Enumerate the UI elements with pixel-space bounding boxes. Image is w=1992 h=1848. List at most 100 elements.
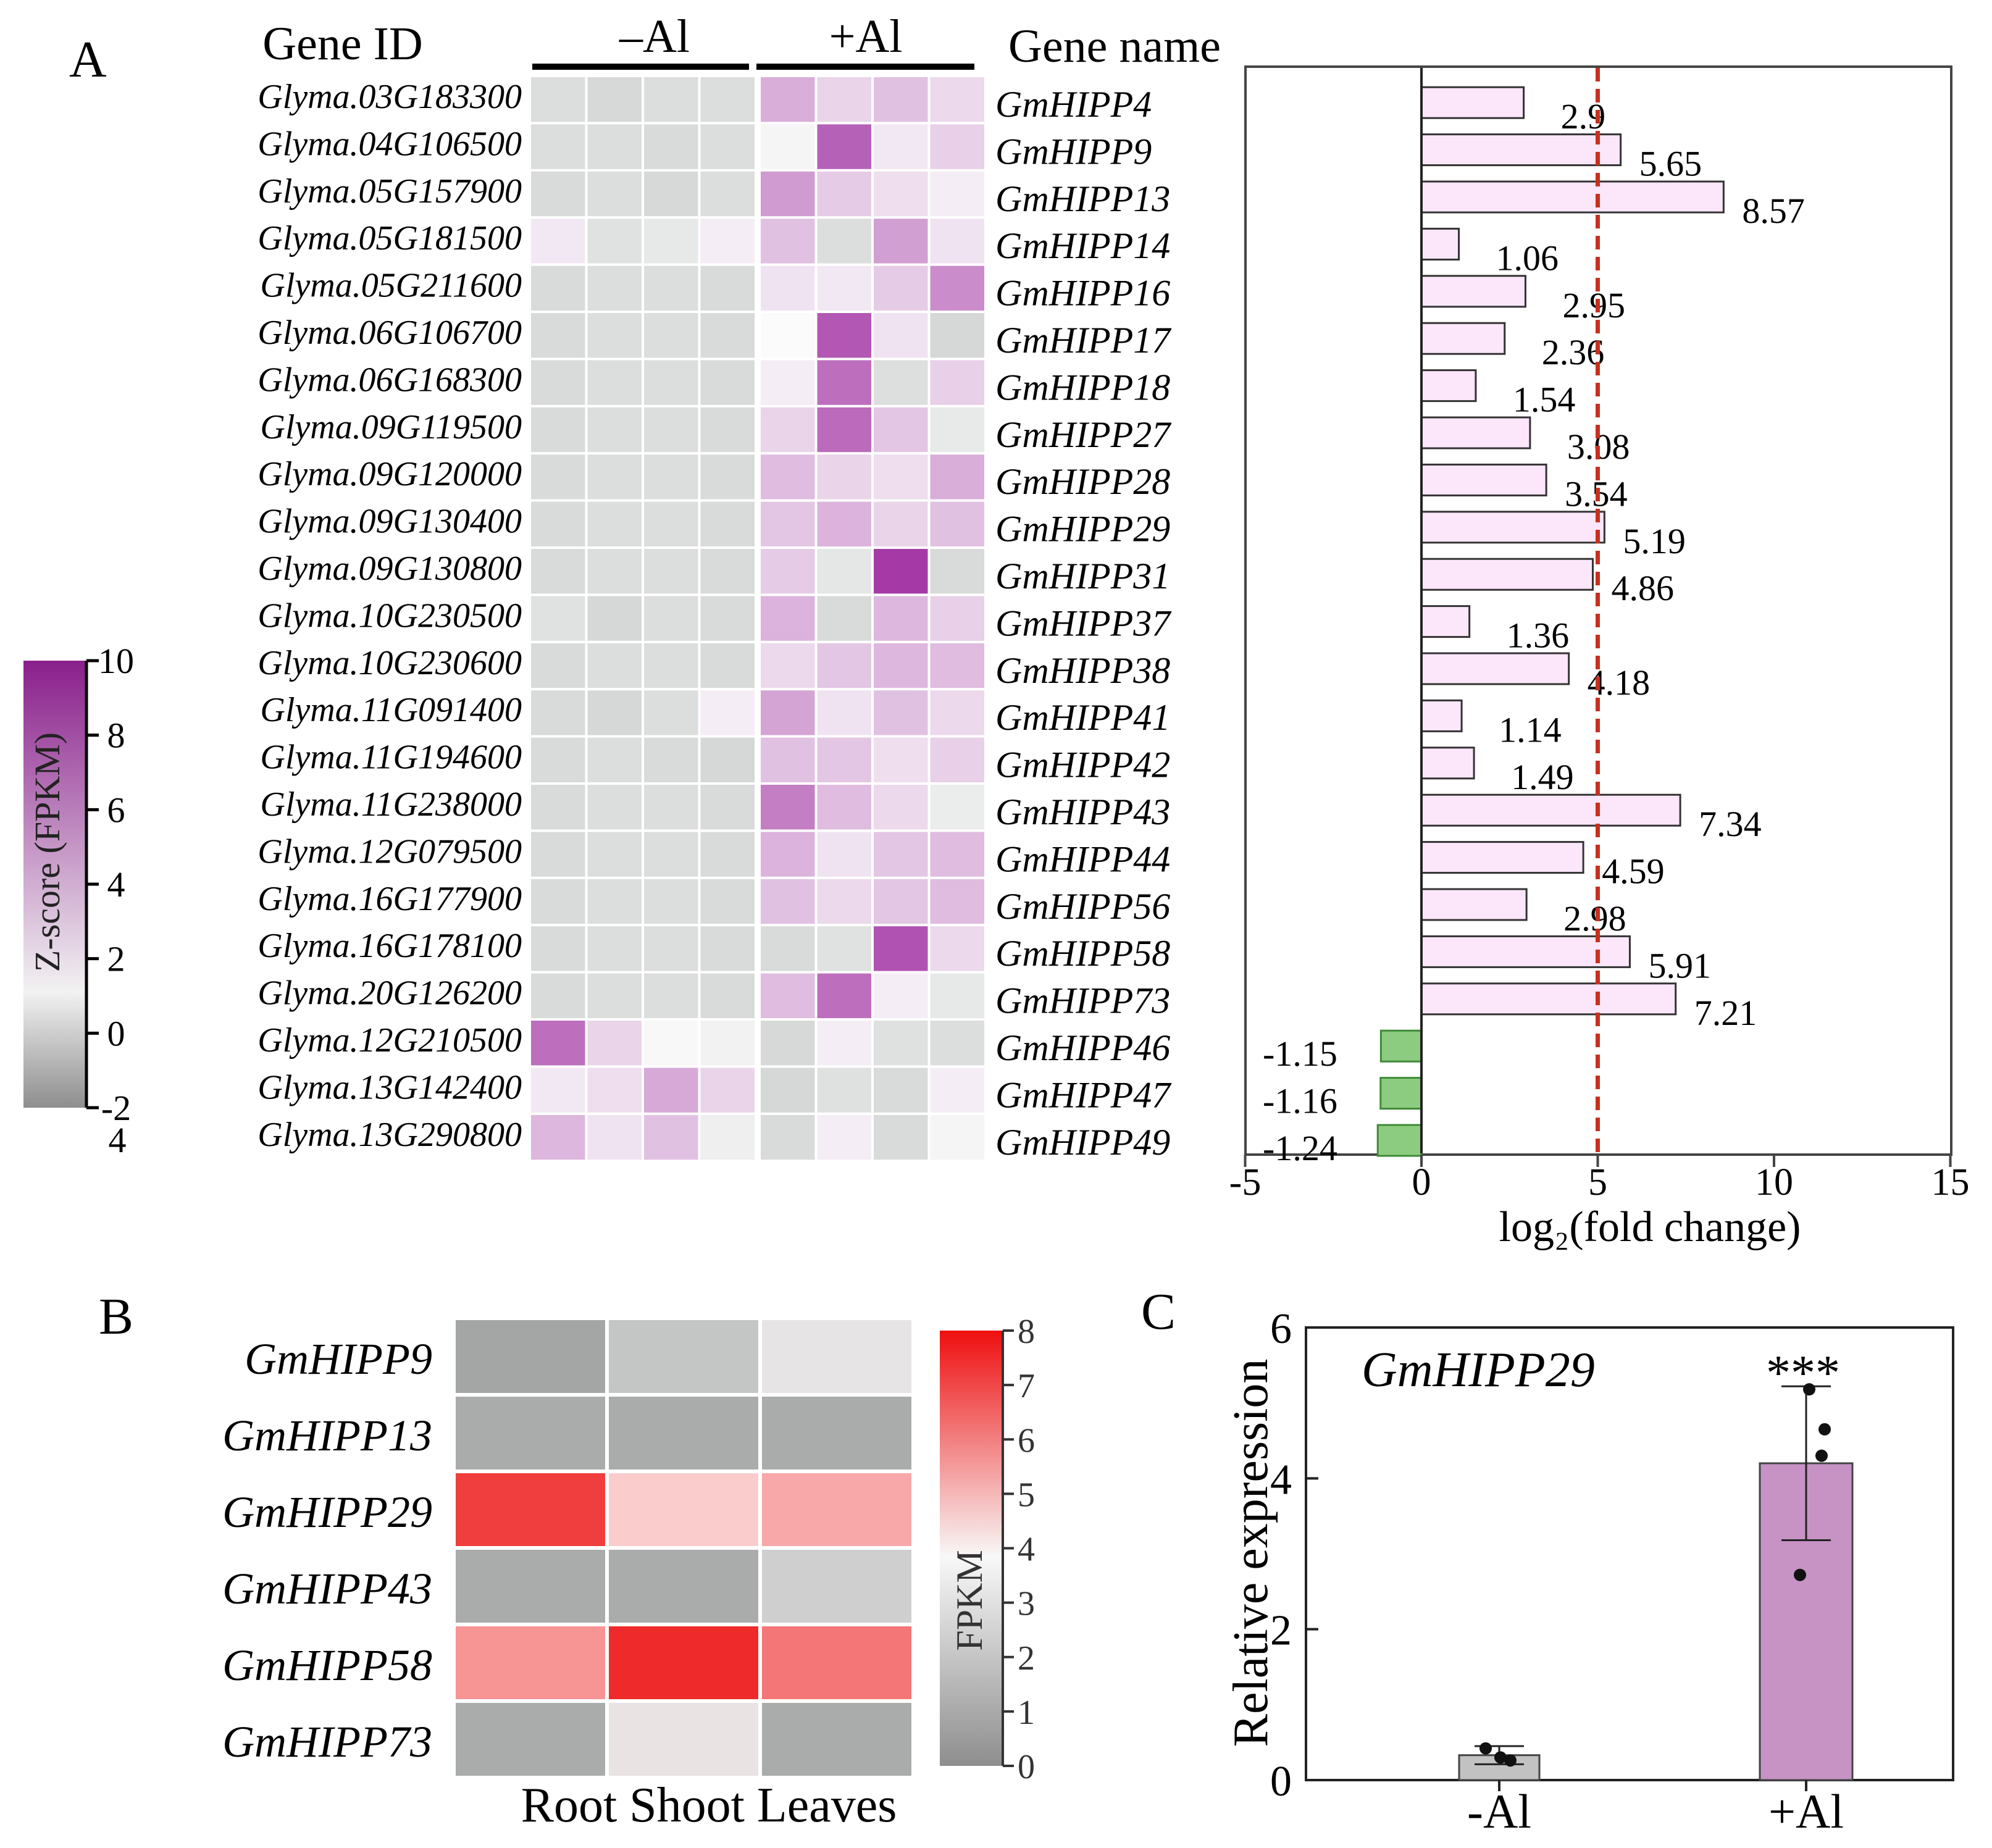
colorbar-tick-label: 0 xyxy=(107,1013,125,1053)
colorbar-tick-label: 2 xyxy=(1018,1639,1035,1678)
heatmap-cell xyxy=(817,926,871,971)
heatmap-cell xyxy=(761,596,815,641)
heatmap-cell xyxy=(817,171,871,217)
gene-name: GmHIPP37 xyxy=(995,603,1172,643)
heatmap-cell xyxy=(587,407,642,453)
fold-change-bar xyxy=(1420,746,1475,780)
heatmap-cell xyxy=(700,1114,755,1160)
heatmap-cell xyxy=(930,596,984,641)
heatmap-cell xyxy=(874,124,928,169)
data-point xyxy=(1818,1423,1831,1436)
gene-id: Glyma.16G177900 xyxy=(257,880,522,918)
heatmap-cell xyxy=(930,171,984,217)
heatmap-cell xyxy=(644,785,698,830)
heatmap-cell xyxy=(762,1320,911,1393)
heatmap-cell xyxy=(644,549,698,594)
fold-change-bar xyxy=(1420,180,1725,214)
heatmap-cell xyxy=(761,171,815,217)
heatmap-cell xyxy=(531,926,585,971)
heatmap-cell xyxy=(761,973,815,1018)
heatmap-cell xyxy=(874,1114,928,1160)
significance-marker: *** xyxy=(1766,1346,1840,1400)
gene-id-header: Gene ID xyxy=(262,18,423,70)
y-axis-tick-label: 4 xyxy=(1270,1456,1292,1503)
fold-change-value-label: 5.19 xyxy=(1623,521,1686,561)
heatmap-cell xyxy=(531,407,585,453)
heatmap-cell xyxy=(700,1068,755,1113)
fold-change-value-label: -1.15 xyxy=(1263,1034,1337,1074)
data-point xyxy=(1494,1751,1507,1764)
heatmap-cell xyxy=(644,124,698,169)
x-axis-tick-label: 10 xyxy=(1755,1161,1793,1203)
heatmap-cell xyxy=(700,407,755,453)
heatmap-cell xyxy=(761,549,815,594)
heatmap-cell xyxy=(817,77,871,122)
heatmap-cell xyxy=(874,407,928,453)
heatmap-cell xyxy=(817,1114,871,1160)
heatmap-cell xyxy=(874,785,928,830)
y-axis-tick-label: 6 xyxy=(1270,1305,1292,1353)
colorbar-tick-label: 6 xyxy=(1018,1421,1035,1460)
heatmap-cell xyxy=(817,596,871,641)
heatmap-cell xyxy=(930,926,984,971)
heatmap-cell xyxy=(700,124,755,169)
heatmap-cell xyxy=(700,785,755,830)
fold-change-value-label: 7.21 xyxy=(1694,993,1757,1033)
heatmap-cell xyxy=(874,1021,928,1066)
fold-change-bar xyxy=(1420,511,1605,544)
expression-plot-title: GmHIPP29 xyxy=(1362,1343,1595,1397)
gene-name: GmHIPP58 xyxy=(995,933,1170,974)
heatmap-cell xyxy=(761,265,815,311)
heatmap-cell xyxy=(609,1703,758,1776)
fold-change-bar xyxy=(1420,322,1506,355)
fold-change-x-axis: -5 0 5 10 15 xyxy=(1229,1155,1970,1203)
heatmap-cell xyxy=(874,549,928,594)
x-axis-tick-label: -Al xyxy=(1467,1784,1531,1838)
heatmap-cell xyxy=(874,1068,928,1113)
data-point xyxy=(1803,1383,1815,1396)
heatmap-cell xyxy=(587,77,642,122)
heatmap-cell xyxy=(700,1021,755,1066)
gene-id: Glyma.03G183300 xyxy=(257,78,522,116)
fold-change-value-label: 8.57 xyxy=(1742,191,1805,231)
heatmap-cell xyxy=(762,1397,911,1470)
fold-change-x-label: log₂(fold change) xyxy=(1499,1203,1801,1251)
heatmap-cell xyxy=(531,879,585,924)
data-point xyxy=(1479,1742,1492,1755)
heatmap-background xyxy=(452,1316,915,1779)
gene-id: Glyma.04G106500 xyxy=(257,125,522,163)
heatmap-row-label: GmHIPP13 xyxy=(222,1411,432,1460)
heatmap-cell xyxy=(761,690,815,735)
heatmap-cell xyxy=(700,832,755,877)
colorbar-tick-label: 0 xyxy=(1018,1748,1035,1786)
colorbar-tick-label: 1 xyxy=(1018,1694,1035,1732)
gene-name-header: Gene name xyxy=(1008,20,1221,72)
heatmap-cell xyxy=(531,265,585,311)
heatmap-cell xyxy=(587,265,642,311)
heatmap-cell xyxy=(761,785,815,830)
heatmap-cell xyxy=(761,1114,815,1160)
heatmap-cell xyxy=(874,313,928,358)
heatmap-cell xyxy=(761,77,815,122)
heatmap-cell xyxy=(531,973,585,1018)
heatmap-cell xyxy=(644,832,698,877)
fold-change-bar xyxy=(1420,605,1471,638)
heatmap-cell xyxy=(761,643,815,688)
heatmap-cell xyxy=(817,124,871,169)
gene-name: GmHIPP27 xyxy=(995,414,1172,455)
heatmap-cell xyxy=(817,219,871,264)
heatmap-cell xyxy=(817,1021,871,1066)
heatmap-cell xyxy=(762,1550,911,1623)
heatmap-cell xyxy=(609,1626,758,1699)
heatmap-cell xyxy=(874,973,928,1018)
gene-name: GmHIPP41 xyxy=(995,697,1170,738)
gene-name: GmHIPP28 xyxy=(995,461,1170,502)
heatmap-cell xyxy=(874,219,928,264)
heatmap-cell xyxy=(587,1021,642,1066)
gene-id: Glyma.05G157900 xyxy=(257,172,522,211)
heatmap-cell xyxy=(531,690,585,735)
heatmap-cell xyxy=(531,501,585,546)
gene-name: GmHIPP44 xyxy=(995,838,1170,879)
heatmap-cell xyxy=(817,643,871,688)
x-axis-tick-label: -5 xyxy=(1229,1161,1262,1203)
